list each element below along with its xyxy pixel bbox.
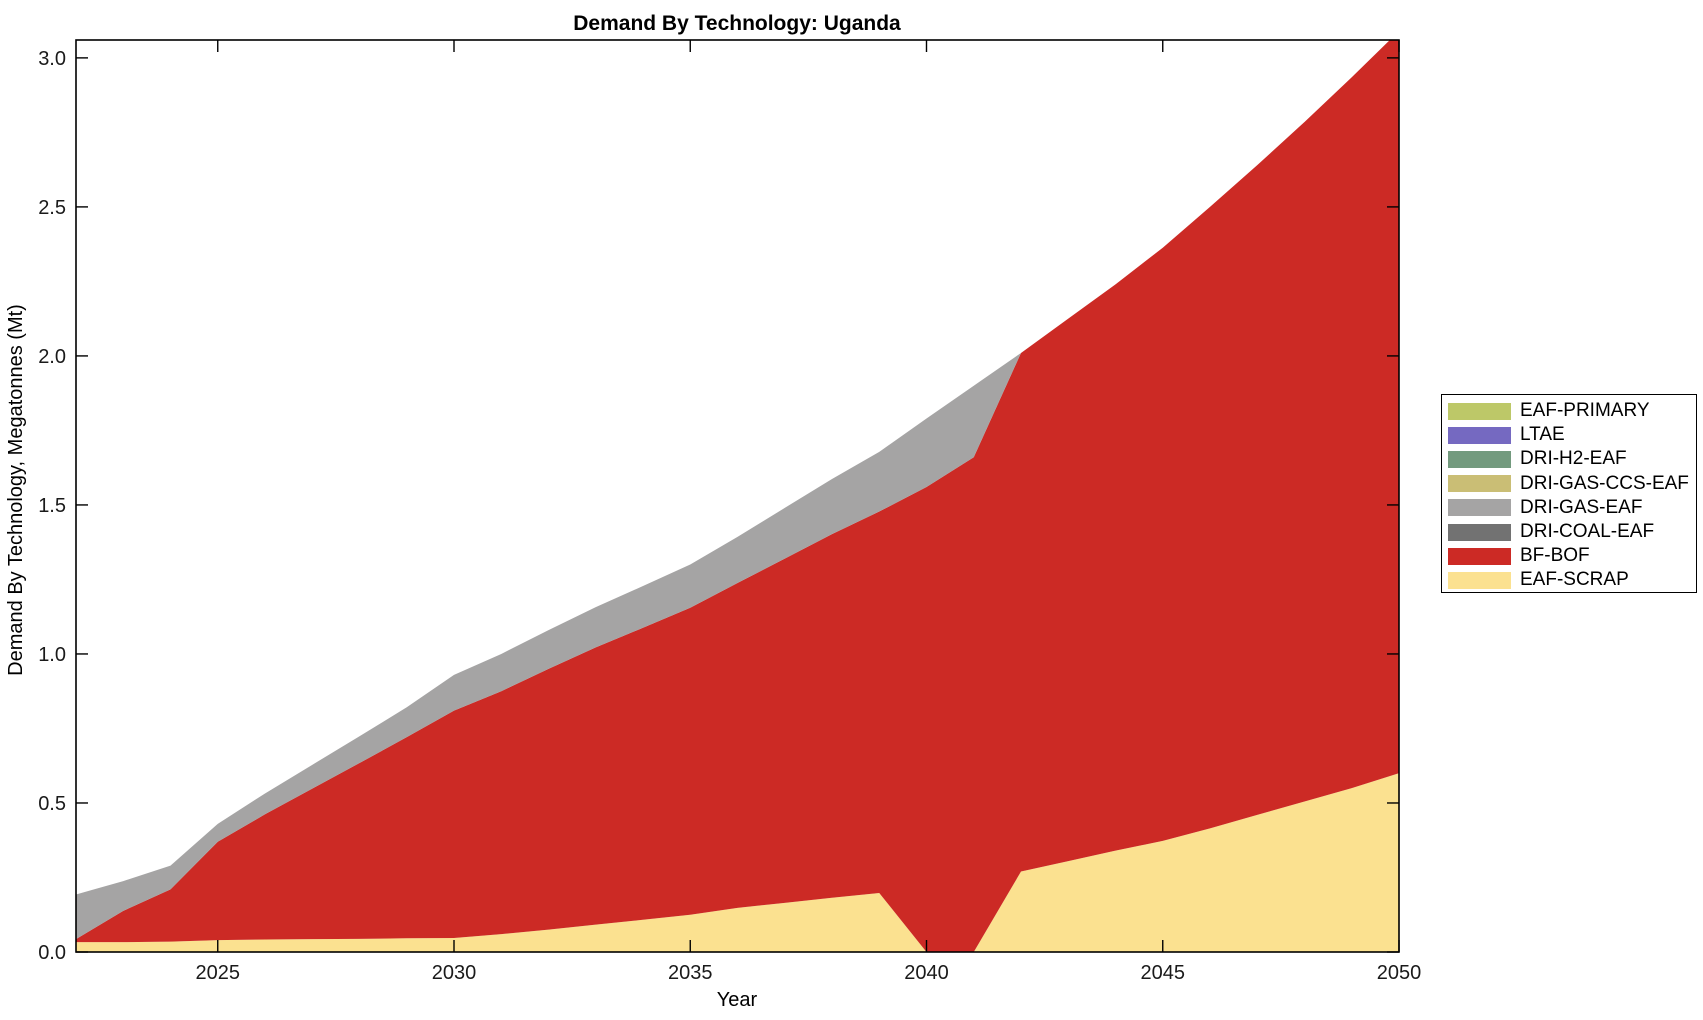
legend-label: DRI-GAS-EAF [1520, 496, 1643, 518]
y-tick-label: 3.0 [38, 48, 66, 70]
legend-item: EAF-PRIMARY [1448, 399, 1696, 423]
legend: EAF-PRIMARY LTAE DRI-H2-EAF DRI-GAS-CCS-EAF… [1441, 394, 1697, 593]
x-tick-label: 2025 [196, 962, 241, 984]
area-dri-gas-eaf [76, 40, 1390, 940]
legend-swatch [1448, 571, 1511, 589]
chart-title: Demand By Technology: Uganda [573, 12, 901, 35]
y-tick-label: 0.0 [38, 942, 66, 964]
legend-swatch [1448, 426, 1511, 444]
legend-item: DRI-GAS-EAF [1448, 496, 1696, 520]
legend-swatch [1448, 499, 1511, 517]
legend-swatch [1448, 523, 1511, 541]
legend-label: EAF-SCRAP [1520, 569, 1629, 591]
legend-swatch [1448, 475, 1511, 493]
y-axis-label: Demand By Technology, Megatonnes (Mt) [5, 304, 27, 676]
legend-item: LTAE [1448, 423, 1696, 447]
legend-item: BF-BOF [1448, 544, 1696, 568]
y-tick-label: 2.5 [38, 197, 66, 219]
plot-border [75, 39, 1400, 953]
y-tick-label: 1.0 [38, 644, 66, 666]
legend-label: LTAE [1520, 424, 1565, 446]
legend-label: DRI-H2-EAF [1520, 448, 1627, 470]
x-tick-label: 2035 [668, 962, 713, 984]
legend-item: EAF-SCRAP [1448, 568, 1696, 592]
legend-label: DRI-GAS-CCS-EAF [1520, 472, 1689, 494]
x-tick-label: 2040 [904, 962, 949, 984]
area-bf-bof [76, 40, 1399, 952]
x-tick-label: 2030 [432, 962, 477, 984]
area-eaf-scrap [76, 773, 1399, 952]
x-tick-label: 2045 [1141, 962, 1186, 984]
y-tick-label: 2.0 [38, 346, 66, 368]
legend-item: DRI-H2-EAF [1448, 447, 1696, 471]
x-tick-label: 2050 [1377, 962, 1422, 984]
legend-label: EAF-PRIMARY [1520, 400, 1650, 422]
y-tick-label: 0.5 [38, 793, 66, 815]
legend-swatch [1448, 402, 1511, 420]
legend-swatch [1448, 547, 1511, 565]
y-tick-label: 1.5 [38, 495, 66, 517]
legend-item: DRI-COAL-EAF [1448, 520, 1696, 544]
x-axis-label: Year [717, 989, 758, 1011]
legend-item: DRI-GAS-CCS-EAF [1448, 472, 1696, 496]
legend-swatch [1448, 450, 1511, 468]
legend-label: DRI-COAL-EAF [1520, 521, 1655, 543]
legend-label: BF-BOF [1520, 545, 1590, 567]
